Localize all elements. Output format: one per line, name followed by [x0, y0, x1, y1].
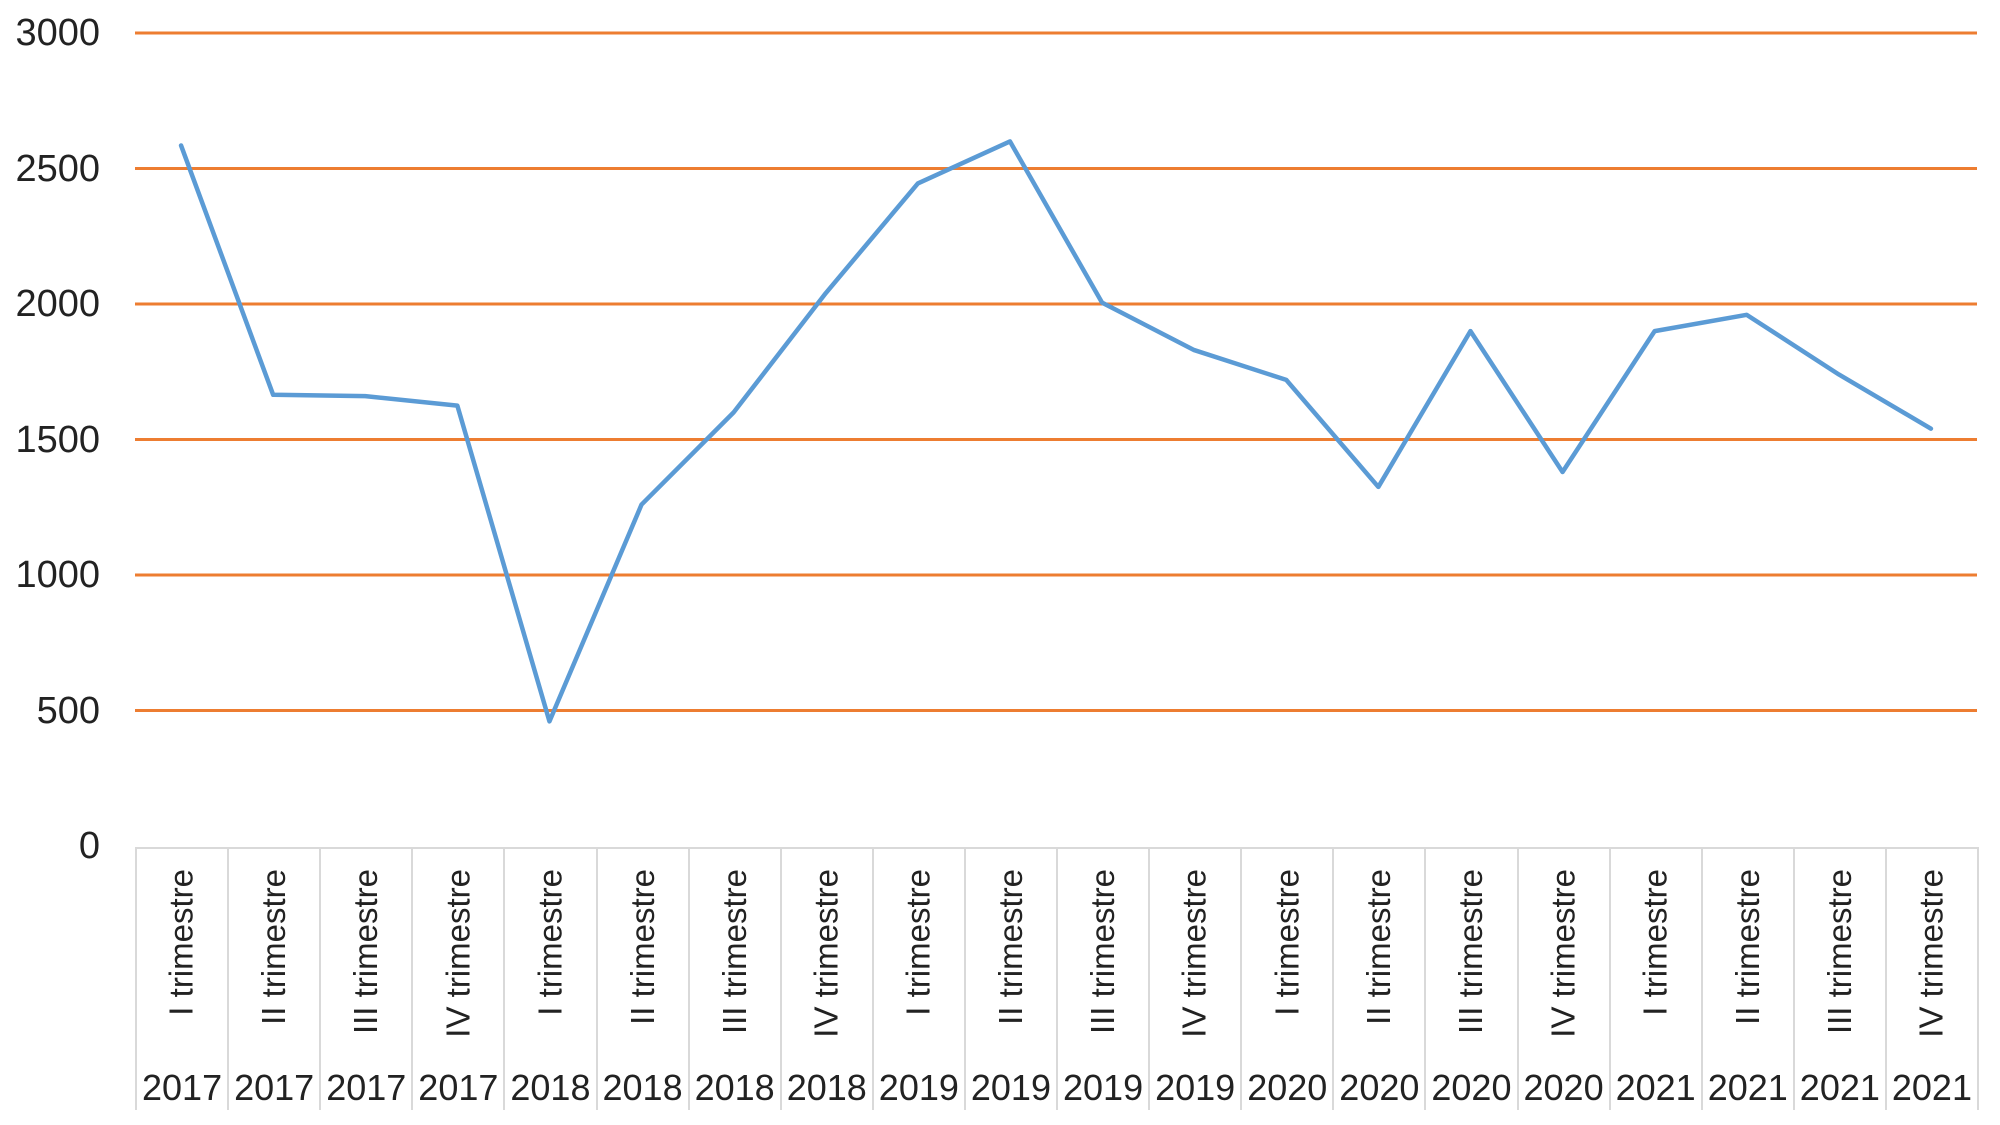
category-quarter-label: II trimestre [255, 869, 293, 1025]
category-quarter-label: II trimestre [623, 869, 661, 1025]
category-quarter-label: II trimestre [991, 869, 1029, 1025]
x-axis-category-cell: II trimestre 2020 [1332, 849, 1424, 1110]
category-quarter-label: IV trimestre [1544, 869, 1582, 1038]
category-year-label: 2017 [142, 1067, 223, 1108]
category-year-label: 2019 [878, 1067, 959, 1108]
y-axis: 0 500 1000 1500 2000 2500 3000 [0, 0, 100, 1125]
x-axis-category-cell: II trimestre 2019 [963, 849, 1056, 1110]
category-quarter-label: I trimestre [531, 869, 569, 1016]
category-year-label: 2017 [326, 1067, 407, 1108]
category-year-label: 2021 [1615, 1067, 1696, 1108]
category-year-label: 2021 [1891, 1067, 1972, 1108]
y-axis-tick-label: 3000 [15, 12, 100, 54]
category-year-label: 2021 [1707, 1067, 1788, 1108]
category-quarter-label: IV trimestre [807, 869, 845, 1038]
x-axis-category-cell: IV trimestre 2017 [411, 849, 503, 1110]
category-year-label: 2017 [234, 1067, 315, 1108]
category-year-label: 2019 [1063, 1067, 1144, 1108]
category-year-label: 2018 [786, 1067, 867, 1108]
category-year-label: 2019 [1155, 1067, 1236, 1108]
x-axis-category-table: I trimestre 2017 II trimestre 2017 III trime… [135, 847, 1979, 1110]
data-series-line [178, 139, 1934, 724]
x-axis-category-cell: III trimestre 2021 [1792, 849, 1885, 1110]
x-axis-category-cell: II trimestre 2017 [227, 849, 319, 1110]
x-axis-category-cell: IV trimestre 2020 [1516, 849, 1609, 1110]
x-axis-category-cell: III trimestre 2017 [319, 849, 411, 1110]
x-axis-category-cell: I trimestre 2018 [503, 849, 595, 1110]
x-axis-category-cell: III trimestre 2019 [1056, 849, 1148, 1110]
category-quarter-label: I trimestre [899, 869, 937, 1016]
category-year-label: 2017 [418, 1067, 499, 1108]
category-quarter-label: II trimestre [1360, 869, 1398, 1025]
y-axis-tick-label: 2000 [15, 283, 100, 325]
category-quarter-label: IV trimestre [1176, 869, 1214, 1038]
y-axis-tick-label: 500 [36, 689, 100, 732]
category-year-label: 2020 [1339, 1067, 1420, 1108]
category-quarter-label: IV trimestre [439, 869, 477, 1038]
category-quarter-label: IV trimestre [1912, 869, 1950, 1038]
category-quarter-label: III trimestre [715, 869, 753, 1035]
y-axis-tick-label: 2500 [15, 147, 100, 190]
x-axis-category-cell: III trimestre 2018 [687, 849, 780, 1110]
category-year-label: 2018 [694, 1067, 775, 1108]
y-axis-tick-label: 1000 [15, 554, 100, 596]
x-axis-category-cell: III trimestre 2020 [1424, 849, 1516, 1110]
y-axis-tick-label: 1500 [15, 418, 100, 461]
x-axis-category-cell: I trimestre 2021 [1608, 849, 1701, 1110]
category-quarter-label: III trimestre [1452, 869, 1490, 1035]
x-axis-category-cell: IV trimestre 2019 [1148, 849, 1240, 1110]
category-quarter-label: II trimestre [1728, 869, 1766, 1025]
x-axis-category-cell: IV trimestre 2018 [779, 849, 872, 1110]
x-axis-category-cell: I trimestre 2019 [871, 849, 964, 1110]
x-axis-category-cell: II trimestre 2018 [595, 849, 688, 1110]
category-year-label: 2020 [1523, 1067, 1604, 1108]
category-year-label: 2019 [970, 1067, 1051, 1108]
category-quarter-label: I trimestre [1268, 869, 1306, 1016]
x-axis-category-cell: I trimestre 2020 [1240, 849, 1332, 1110]
y-axis-tick-label: 0 [78, 825, 100, 867]
x-axis-category-cell: II trimestre 2021 [1700, 849, 1793, 1110]
category-year-label: 2020 [1431, 1067, 1512, 1108]
category-year-label: 2021 [1799, 1067, 1880, 1108]
category-quarter-label: III trimestre [1820, 869, 1858, 1035]
x-axis-category-cell: IV trimestre 2021 [1884, 849, 1979, 1110]
category-quarter-label: III trimestre [1084, 869, 1122, 1035]
category-quarter-label: I trimestre [1636, 869, 1674, 1016]
category-year-label: 2018 [510, 1067, 591, 1108]
category-quarter-label: I trimestre [163, 869, 201, 1016]
x-axis-category-cell: I trimestre 2017 [135, 849, 227, 1110]
category-year-label: 2020 [1247, 1067, 1328, 1108]
category-year-label: 2018 [602, 1067, 683, 1108]
category-quarter-label: III trimestre [347, 869, 385, 1035]
